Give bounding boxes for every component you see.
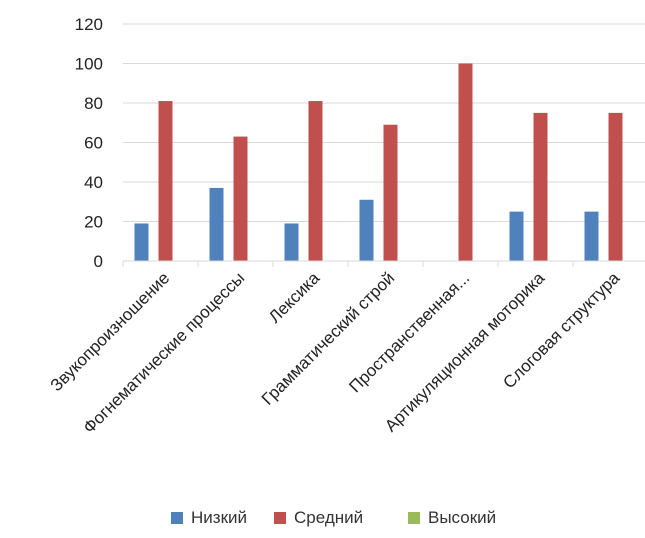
bar-low — [359, 199, 374, 261]
bar-low — [509, 211, 524, 261]
legend-swatch — [408, 512, 420, 524]
bar-medium — [233, 136, 248, 261]
legend-label: Средний — [294, 508, 363, 527]
legend-swatch — [171, 512, 183, 524]
y-tick-label: 120 — [75, 15, 103, 34]
bar-low — [209, 187, 224, 261]
legend-label: Высокий — [428, 508, 496, 527]
legend-label: Низкий — [191, 508, 247, 527]
y-tick-label: 60 — [84, 134, 103, 153]
x-category-label: Лексика — [265, 268, 324, 327]
x-category-label: Фогнематические процессы — [80, 268, 249, 437]
x-category-label: Артикуляционная моторика — [381, 268, 549, 436]
legend: Низкий Средний Высокий — [171, 508, 496, 527]
bar-medium — [383, 124, 398, 261]
bar-medium — [458, 63, 473, 261]
bar-medium — [308, 101, 323, 262]
bar-medium — [533, 112, 548, 261]
y-tick-label: 0 — [94, 252, 103, 271]
bar-low — [584, 211, 599, 261]
x-category-label: Грамматический строй — [258, 268, 398, 408]
bar-low — [284, 223, 299, 261]
y-axis-ticks: 0 20 40 60 80 100 120 — [75, 15, 103, 271]
bar-low — [134, 223, 149, 261]
y-tick-label: 100 — [75, 55, 103, 74]
y-tick-label: 40 — [84, 173, 103, 192]
x-axis-tick-marks — [122, 261, 574, 267]
y-tick-label: 80 — [84, 94, 103, 113]
legend-swatch — [274, 512, 286, 524]
y-tick-label: 20 — [84, 213, 103, 232]
bars — [134, 63, 623, 262]
bar-medium — [158, 101, 173, 262]
bar-medium — [608, 112, 623, 261]
x-category-label: Звукопроизношение — [47, 268, 174, 395]
